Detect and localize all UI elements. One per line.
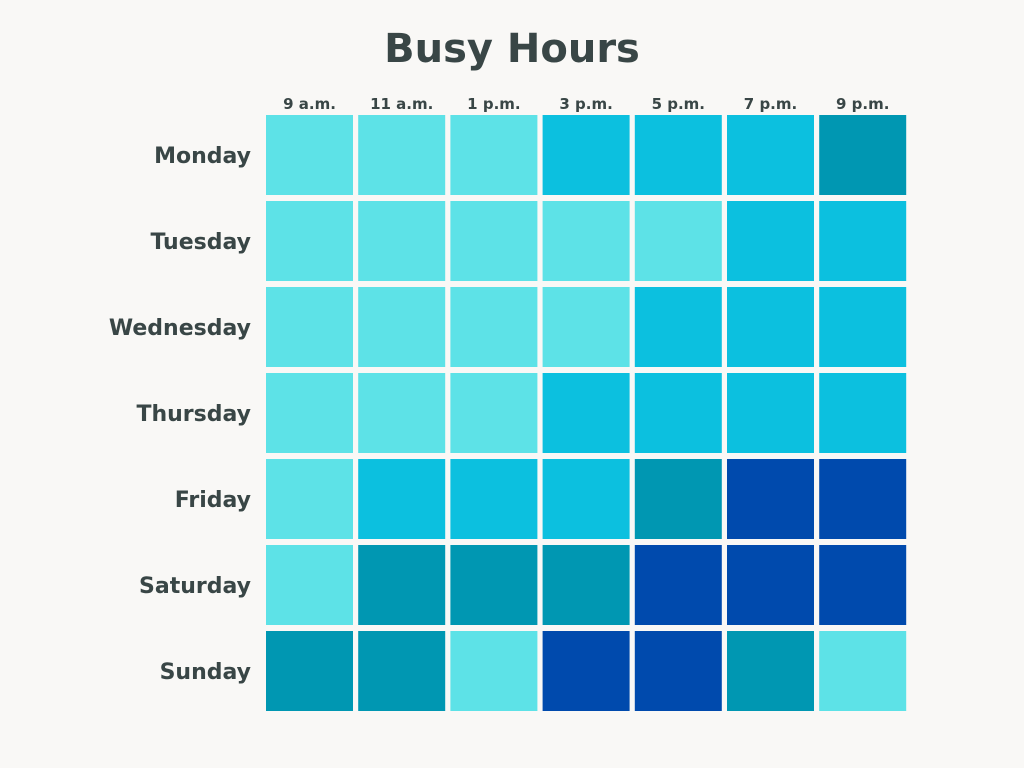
heatmap-cell	[450, 545, 538, 625]
heatmap-cell	[819, 115, 907, 195]
heatmap-cell	[266, 459, 353, 539]
heatmap-cell	[266, 373, 353, 453]
row-label: Friday	[175, 488, 251, 513]
chart-title: Busy Hours	[384, 26, 640, 72]
heatmap-cell	[542, 115, 630, 195]
heatmap-cell	[358, 373, 446, 453]
row-label: Sunday	[160, 660, 251, 685]
heatmap-cell	[819, 631, 907, 711]
heatmap-cell	[819, 459, 907, 539]
heatmap-cell	[542, 373, 630, 453]
heatmap-cell	[450, 459, 538, 539]
heatmap-cell	[266, 545, 353, 625]
heatmap-cell	[727, 631, 814, 711]
heatmap-cell	[634, 287, 722, 367]
heatmap-cell	[634, 631, 722, 711]
heatmap-cell	[266, 631, 353, 711]
heatmap-cell	[727, 459, 814, 539]
heatmap-cell	[358, 287, 446, 367]
heatmap-cell	[727, 201, 814, 281]
heatmap-cell	[358, 631, 446, 711]
heatmap-cell	[634, 545, 722, 625]
heatmap-cell	[358, 201, 446, 281]
heatmap-cell	[542, 545, 630, 625]
heatmap-cell	[358, 115, 446, 195]
heatmap-cell	[542, 287, 630, 367]
heatmap-cell	[634, 115, 722, 195]
heatmap-cell	[542, 201, 630, 281]
heatmap-cell	[450, 287, 538, 367]
row-label: Saturday	[139, 574, 251, 599]
column-label: 3 p.m.	[559, 95, 612, 113]
heatmap-cell	[542, 631, 630, 711]
heatmap-cell	[634, 459, 722, 539]
heatmap-cell	[634, 201, 722, 281]
heatmap-cell	[634, 373, 722, 453]
heatmap-cell	[266, 287, 353, 367]
heatmap-cell	[266, 201, 353, 281]
row-label: Monday	[154, 144, 251, 169]
heatmap-cell	[450, 631, 538, 711]
row-label: Thursday	[136, 402, 251, 427]
column-label: 7 p.m.	[744, 95, 797, 113]
heatmap-cell	[358, 459, 446, 539]
heatmap-cell	[727, 287, 814, 367]
heatmap-cell	[727, 373, 814, 453]
heatmap-cell	[266, 115, 353, 195]
row-labels: Monday Tuesday Wednesday Thursday Friday Satu…	[109, 144, 251, 685]
column-labels: 9 a.m. 11 a.m. 1 p.m. 3 p.m. 5 p.m. 7 p.m. 9 p…	[283, 95, 889, 113]
column-label: 9 a.m.	[283, 95, 336, 113]
column-label: 9 p.m.	[836, 95, 889, 113]
row-label: Wednesday	[109, 316, 251, 341]
column-label: 11 a.m.	[370, 95, 433, 113]
heatmap-cells	[266, 115, 907, 711]
column-label: 5 p.m.	[652, 95, 705, 113]
heatmap-cell	[819, 373, 907, 453]
heatmap-cell	[819, 545, 907, 625]
heatmap-cell	[727, 115, 814, 195]
row-label: Tuesday	[150, 230, 251, 255]
heatmap-cell	[819, 287, 907, 367]
heatmap-cell	[450, 201, 538, 281]
heatmap-cell	[819, 201, 907, 281]
heatmap-cell	[450, 115, 538, 195]
column-label: 1 p.m.	[467, 95, 520, 113]
heatmap-cell	[727, 545, 814, 625]
heatmap-cell	[450, 373, 538, 453]
heatmap-cell	[542, 459, 630, 539]
heatmap-cell	[358, 545, 446, 625]
